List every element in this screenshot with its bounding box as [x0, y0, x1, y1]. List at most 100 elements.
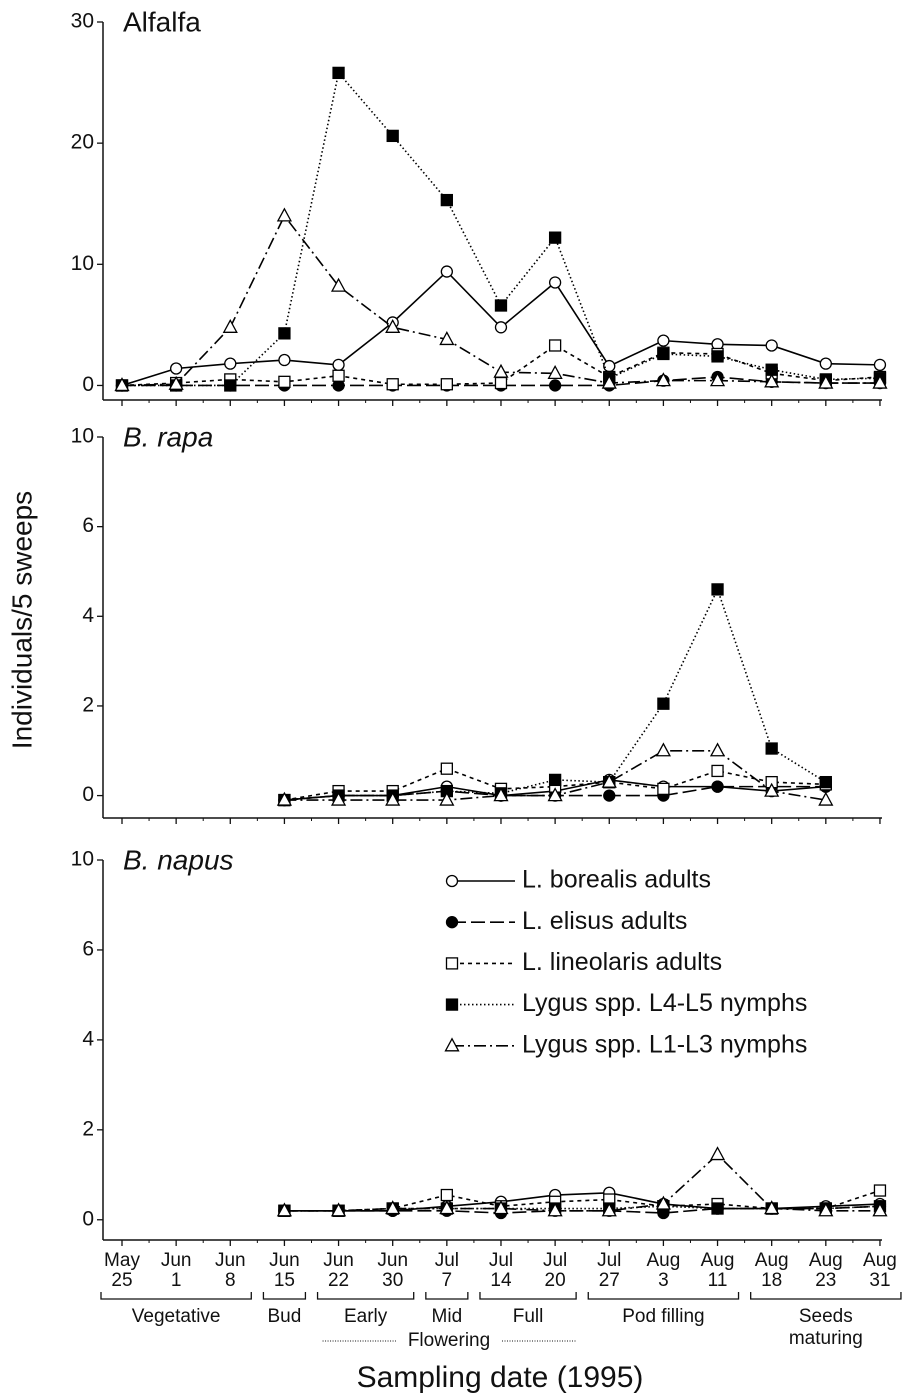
marker	[548, 276, 562, 289]
stage-bracket	[587, 1292, 740, 1300]
stage-bracket	[100, 1292, 252, 1300]
y-tick-label: 2	[82, 1117, 94, 1140]
marker	[873, 358, 887, 372]
x-tick-label: Jul	[543, 1250, 567, 1271]
stage-label: Full	[513, 1306, 544, 1327]
x-tick-label: 25	[111, 1270, 132, 1291]
marker	[224, 379, 237, 392]
marker	[764, 373, 780, 388]
y-tick-label: 10	[71, 425, 94, 448]
x-tick-label: Jun	[269, 1250, 300, 1271]
legend-label: Lygus spp. L4-L5 nymphs	[522, 989, 807, 1017]
marker	[276, 791, 293, 806]
legend-label: L. elisus adults	[522, 907, 687, 935]
marker	[765, 742, 778, 755]
marker	[332, 66, 345, 80]
marker	[440, 762, 453, 775]
marker	[278, 327, 291, 340]
x-tick-label: 7	[442, 1270, 453, 1291]
y-tick-label: 10	[71, 848, 94, 871]
y-tick-label: 4	[82, 1027, 94, 1050]
marker	[655, 742, 671, 757]
marker	[764, 1200, 780, 1215]
marker	[765, 339, 778, 352]
marker	[872, 1202, 888, 1217]
marker	[818, 1202, 834, 1217]
marker	[439, 791, 455, 806]
x-tick-label: Aug	[646, 1250, 680, 1271]
marker	[445, 916, 459, 929]
y-tick-label: 10	[71, 252, 94, 275]
series-line	[284, 767, 826, 801]
x-tick-label: Jun	[161, 1250, 192, 1271]
marker	[445, 874, 459, 888]
marker	[330, 791, 347, 806]
y-tick-label: 0	[82, 783, 94, 806]
marker	[440, 265, 453, 278]
marker	[439, 1200, 455, 1215]
marker	[278, 375, 291, 388]
x-tick-label: 23	[815, 1270, 836, 1291]
marker	[494, 299, 508, 312]
marker	[548, 773, 562, 787]
stage-label: Mid	[432, 1306, 463, 1327]
marker	[711, 780, 724, 793]
stage-bracket	[750, 1292, 902, 1300]
stage-label: maturing	[789, 1328, 863, 1349]
x-tick-label: Jul	[597, 1250, 621, 1271]
marker	[657, 347, 670, 361]
x-tick-label: 30	[382, 1270, 403, 1291]
marker	[493, 363, 509, 378]
stage-label: Bud	[268, 1306, 302, 1327]
x-tick-label: Aug	[863, 1250, 897, 1271]
marker	[764, 782, 780, 797]
marker	[493, 787, 509, 802]
marker	[711, 350, 724, 363]
x-tick-label: Jun	[215, 1250, 246, 1271]
marker	[385, 1200, 401, 1215]
marker	[330, 277, 347, 292]
marker	[385, 791, 401, 806]
marker	[440, 193, 453, 207]
marker	[711, 1202, 724, 1215]
stage-label: Seeds	[799, 1306, 853, 1327]
marker	[445, 957, 459, 970]
y-tick-label: 0	[82, 373, 94, 396]
marker	[224, 357, 237, 370]
marker	[819, 357, 832, 370]
stage-bracket	[425, 1292, 469, 1300]
x-tick-label: 18	[761, 1270, 782, 1291]
marker	[169, 362, 183, 375]
marker	[819, 775, 832, 789]
marker	[711, 764, 724, 778]
x-tick-label: May	[104, 1250, 140, 1271]
series-line	[122, 71, 880, 387]
stage-bracket	[479, 1292, 577, 1300]
x-tick-label: Jun	[377, 1250, 408, 1271]
marker	[818, 374, 834, 389]
stage-bracket	[316, 1292, 415, 1300]
y-tick-label: 30	[71, 10, 94, 33]
marker	[440, 1188, 453, 1202]
series-line	[122, 376, 880, 387]
marker	[440, 378, 453, 391]
marker	[276, 1202, 293, 1217]
marker	[114, 377, 130, 392]
marker	[168, 375, 184, 390]
marker	[711, 583, 724, 596]
legend-label: Lygus spp. L1-L3 nymphs	[522, 1030, 807, 1058]
marker	[222, 318, 238, 333]
x-tick-label: Jun	[323, 1250, 354, 1271]
y-tick-label: 0	[82, 1207, 94, 1230]
marker	[332, 369, 345, 382]
marker	[657, 782, 670, 796]
marker	[655, 372, 671, 387]
x-tick-label: 11	[708, 1270, 728, 1291]
legend-label: L. borealis adults	[522, 866, 711, 894]
marker	[601, 773, 617, 788]
y-tick-label: 4	[82, 604, 94, 627]
marker	[601, 374, 617, 389]
marker	[873, 1184, 887, 1197]
marker	[547, 1202, 563, 1217]
